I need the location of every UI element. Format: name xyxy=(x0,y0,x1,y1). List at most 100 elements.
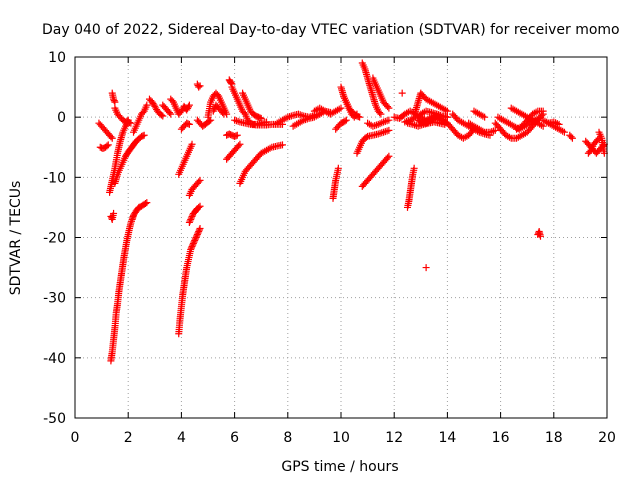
data-point-marker xyxy=(220,110,228,118)
data-point-marker xyxy=(139,109,147,117)
data-point-marker xyxy=(111,98,119,106)
data-point-marker xyxy=(168,97,176,105)
axis-tick-labels: 0 2 4 6 8 10 12 14 16 18 20 -50 -40 -30 -20 -10 0 10 xyxy=(43,50,616,446)
data-point-marker xyxy=(356,113,364,121)
data-point-marker xyxy=(385,152,393,160)
data-point-marker xyxy=(191,235,199,243)
data-point-marker xyxy=(187,214,195,222)
data-point-marker xyxy=(107,133,115,141)
data-point-marker xyxy=(195,227,203,235)
data-point-marker xyxy=(103,142,111,150)
data-point-marker xyxy=(188,243,196,251)
data-point-marker xyxy=(184,120,192,128)
data-point-marker xyxy=(234,117,242,125)
data-point-marker xyxy=(189,240,197,248)
data-point-marker xyxy=(490,127,498,135)
data-point-marker xyxy=(104,141,112,149)
data-point-marker xyxy=(555,120,563,128)
data-point-marker xyxy=(187,215,195,223)
data-point-marker xyxy=(191,237,199,245)
data-point-marker xyxy=(376,109,384,117)
y-tick-label: -20 xyxy=(43,231,66,247)
data-point-marker xyxy=(185,218,193,226)
data-point-marker xyxy=(143,101,151,109)
data-point-marker xyxy=(159,112,167,120)
data-point-marker xyxy=(167,110,175,118)
data-point-marker xyxy=(196,202,204,210)
data-point-marker xyxy=(195,178,203,186)
data-point-marker xyxy=(186,217,194,225)
data-point-marker xyxy=(188,212,196,220)
data-point-marker xyxy=(187,244,195,252)
data-point-marker xyxy=(385,116,393,124)
data-point-marker xyxy=(398,89,406,97)
data-point-marker xyxy=(193,230,201,238)
data-point-marker xyxy=(231,116,239,124)
y-tick-label: -30 xyxy=(43,291,66,307)
y-tick-label: -10 xyxy=(43,170,66,186)
x-tick-label: 6 xyxy=(230,430,239,446)
x-tick-label: 10 xyxy=(332,430,350,446)
x-tick-label: 2 xyxy=(124,430,133,446)
data-point-marker xyxy=(139,132,147,140)
data-point-marker xyxy=(194,229,202,237)
data-point-marker xyxy=(196,224,204,232)
y-tick-label: 10 xyxy=(48,50,66,66)
data-point-marker xyxy=(383,127,391,135)
data-point-marker xyxy=(189,241,197,249)
data-point-marker xyxy=(232,132,240,140)
data-point-marker xyxy=(240,109,248,117)
data-point-marker xyxy=(362,133,370,141)
data-point-marker xyxy=(491,126,499,134)
x-tick-label: 12 xyxy=(385,430,403,446)
x-tick-label: 18 xyxy=(545,430,563,446)
data-point-marker xyxy=(422,264,430,272)
data-point-marker xyxy=(110,97,118,105)
data-point-marker xyxy=(341,117,349,125)
data-point-marker xyxy=(195,203,203,211)
data-point-marker xyxy=(443,107,451,115)
data-point-marker xyxy=(384,154,392,162)
data-point-marker xyxy=(235,142,243,150)
data-point-marker xyxy=(385,126,393,134)
plot-border xyxy=(74,56,608,419)
data-point-marker xyxy=(296,111,304,119)
x-tick-label: 16 xyxy=(492,430,510,446)
data-point-marker xyxy=(443,113,451,121)
data-point-marker xyxy=(232,117,240,125)
data-point-marker xyxy=(354,113,362,121)
data-point-marker xyxy=(157,111,165,119)
data-point-marker xyxy=(381,128,389,136)
data-point-marker xyxy=(190,238,198,246)
data-point-marker xyxy=(236,140,244,148)
data-point-marker xyxy=(128,217,136,225)
data-point-marker xyxy=(256,114,264,122)
data-point-marker xyxy=(195,83,203,91)
data-point-marker xyxy=(143,199,151,207)
data-point-marker xyxy=(376,129,384,137)
data-point-marker xyxy=(378,129,386,137)
data-point-marker xyxy=(219,109,227,117)
data-point-marker xyxy=(537,232,544,240)
data-point-marker xyxy=(188,140,196,148)
data-point-marker xyxy=(108,134,116,142)
x-tick-label: 8 xyxy=(283,430,292,446)
data-point-marker xyxy=(227,79,235,87)
y-tick-label: -50 xyxy=(43,411,66,427)
data-point-marker xyxy=(187,246,195,254)
data-point-marker xyxy=(185,101,193,109)
data-point-marker xyxy=(539,107,547,115)
data-point-marker xyxy=(141,200,149,208)
data-point-marker xyxy=(193,232,201,240)
data-point-marker xyxy=(213,91,221,99)
x-tick-label: 4 xyxy=(177,430,186,446)
x-tick-label: 0 xyxy=(71,430,80,446)
data-point-marker xyxy=(196,82,204,90)
data-point-marker xyxy=(257,114,265,122)
data-point-marker xyxy=(294,110,302,118)
data-point-marker xyxy=(560,128,568,136)
y-tick-label: -40 xyxy=(43,351,66,367)
data-point-marker xyxy=(185,120,193,128)
data-point-marker xyxy=(384,103,392,111)
data-point-marker xyxy=(205,117,213,125)
